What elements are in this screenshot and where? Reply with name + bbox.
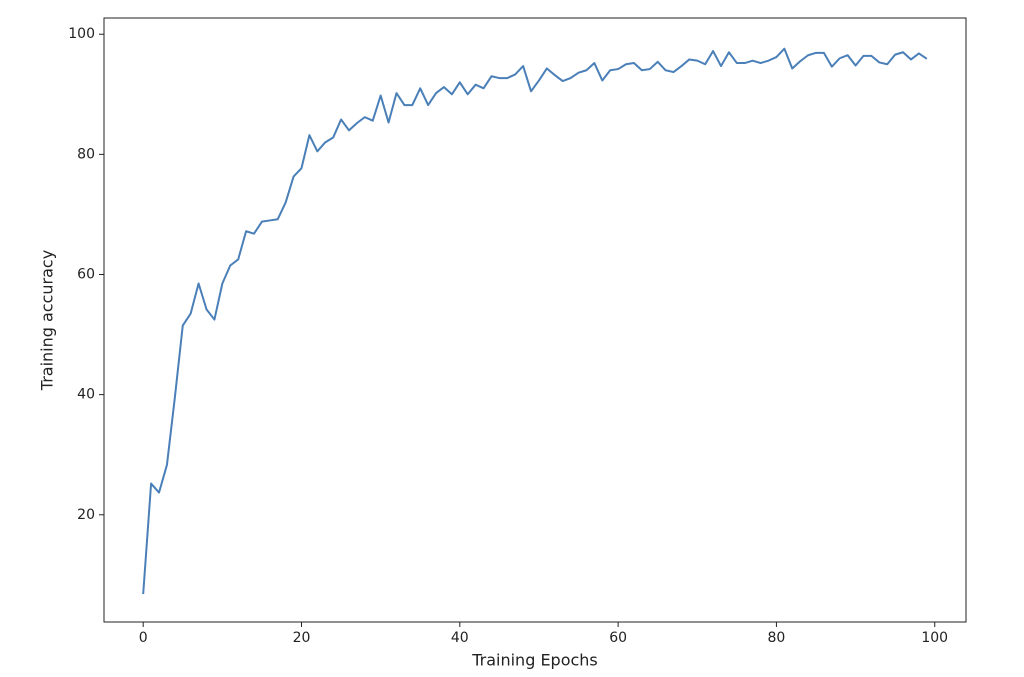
y-tick-label: 40 [77, 387, 95, 403]
x-tick-label: 0 [139, 630, 148, 646]
y-axis-title: Training accuracy [38, 250, 57, 391]
x-tick-label: 100 [921, 630, 948, 646]
x-tick-label: 40 [451, 630, 469, 646]
y-tick-label: 100 [68, 26, 95, 42]
y-tick-label: 80 [77, 146, 95, 162]
x-tick-label: 20 [293, 630, 311, 646]
x-tick-label: 80 [768, 630, 786, 646]
x-tick-label: 60 [609, 630, 627, 646]
x-axis-title: Training Epochs [471, 651, 598, 670]
plot-frame [103, 17, 967, 623]
line-series [142, 47, 928, 595]
y-tick-label: 20 [77, 507, 95, 523]
y-tick-label: 60 [77, 266, 95, 282]
